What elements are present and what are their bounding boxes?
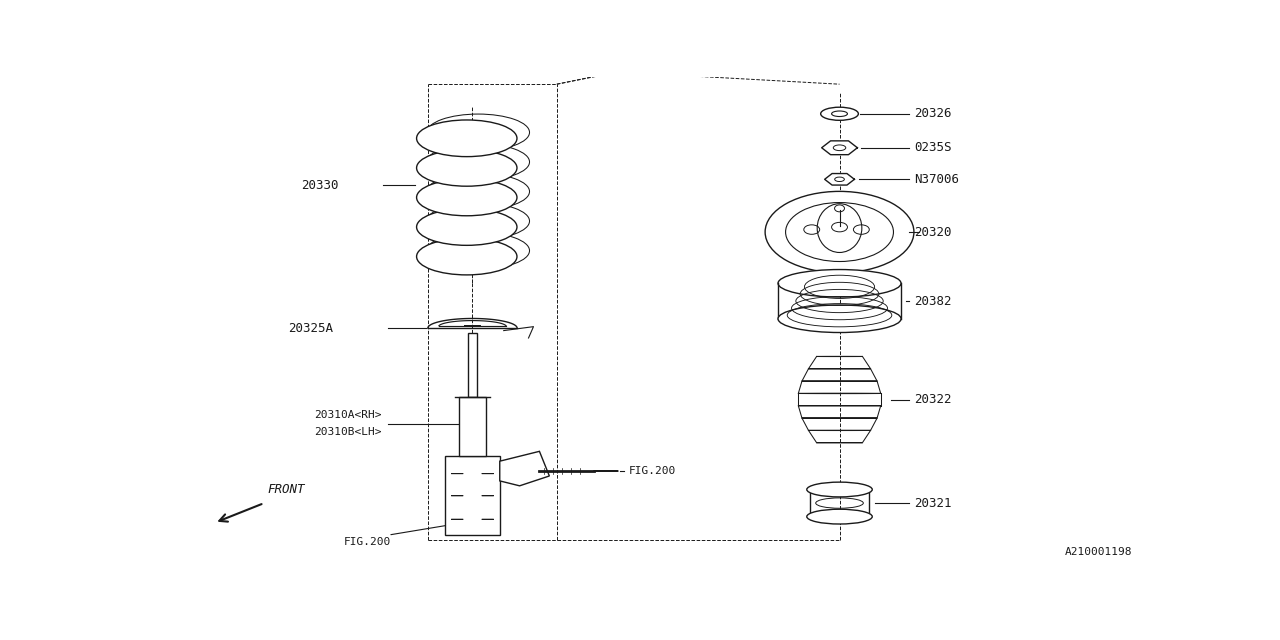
Ellipse shape: [806, 509, 872, 524]
Bar: [445, 456, 499, 535]
Ellipse shape: [806, 482, 872, 497]
Bar: [458, 397, 486, 456]
Text: 20326: 20326: [914, 108, 951, 120]
Text: 20382: 20382: [914, 294, 951, 308]
Text: A210001198: A210001198: [1065, 547, 1132, 557]
Ellipse shape: [416, 179, 517, 216]
Polygon shape: [822, 141, 858, 155]
Ellipse shape: [416, 238, 517, 275]
Bar: [468, 333, 477, 397]
Text: 20325A: 20325A: [288, 322, 334, 335]
Text: 20320: 20320: [914, 225, 951, 239]
Text: FIG.200: FIG.200: [628, 466, 676, 476]
Text: 20330: 20330: [301, 179, 338, 192]
Text: 20310B<LH>: 20310B<LH>: [314, 427, 381, 436]
Text: 20322: 20322: [914, 393, 951, 406]
Ellipse shape: [778, 269, 901, 297]
Polygon shape: [499, 451, 549, 486]
Ellipse shape: [820, 108, 859, 120]
Text: 20310A<RH>: 20310A<RH>: [314, 410, 381, 420]
Text: N37006: N37006: [914, 173, 959, 186]
Ellipse shape: [765, 191, 914, 273]
Ellipse shape: [778, 305, 901, 333]
Ellipse shape: [817, 204, 861, 253]
Polygon shape: [824, 173, 855, 185]
Text: FRONT: FRONT: [268, 483, 305, 495]
Ellipse shape: [416, 120, 517, 157]
Ellipse shape: [416, 209, 517, 245]
Text: FIG.200: FIG.200: [343, 538, 390, 547]
Ellipse shape: [416, 150, 517, 186]
Text: 0235S: 0235S: [914, 141, 951, 154]
Text: 20321: 20321: [914, 497, 951, 509]
